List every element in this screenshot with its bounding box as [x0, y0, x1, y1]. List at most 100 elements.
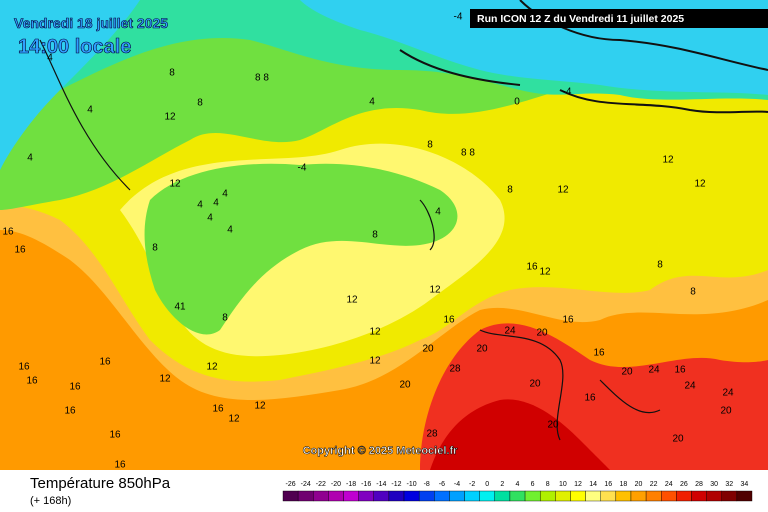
scale-label: 32 — [725, 481, 733, 488]
scale-cell — [434, 490, 450, 502]
contour-label: 8 — [657, 260, 663, 271]
scale-label: 28 — [695, 481, 703, 488]
zone-dark-red — [430, 399, 610, 470]
contour-label: 16 — [14, 245, 26, 256]
scale-cell — [494, 490, 511, 502]
contour-label: 16 — [593, 348, 605, 359]
scale-label: -24 — [301, 481, 311, 488]
contour-label: 12 — [159, 374, 171, 385]
scale-cell — [479, 490, 496, 502]
scale-cell — [600, 490, 617, 502]
contour-label: 8 — [507, 185, 513, 196]
time-label: 14:00 locale — [18, 36, 131, 58]
contour-label: 16 — [114, 460, 126, 471]
contour-label: -4 — [563, 87, 572, 98]
contour-label: 24 — [648, 365, 660, 376]
footer-title: Température 850hPa — [30, 475, 171, 492]
scale-cell — [585, 490, 601, 502]
scale-cell — [615, 490, 632, 502]
color-scale: -26 -24 -22 -20 -18 -16 -14 -12 -10 -8 -6 -4 -2 0 2 4 6 8… — [282, 481, 753, 502]
scale-label: 24 — [665, 481, 673, 488]
scale-label: -2 — [469, 481, 475, 488]
scale-label: -6 — [439, 481, 445, 488]
scale-cell — [509, 490, 526, 502]
contour-label: 12 — [228, 414, 240, 425]
contour-label: 8 — [690, 287, 696, 298]
scale-label: 2 — [500, 481, 504, 488]
scale-cell — [373, 490, 390, 502]
contour-label: 16 — [69, 382, 81, 393]
contour-label: 16 — [99, 357, 111, 368]
contour-label: 16 — [18, 362, 30, 373]
scale-label: -10 — [407, 481, 417, 488]
contour-label: 16 — [64, 406, 76, 417]
contour-label: 20 — [720, 406, 732, 417]
scale-cell — [691, 490, 707, 502]
scale-cell — [388, 490, 405, 502]
scale-cell — [630, 490, 647, 502]
scale-label: -26 — [286, 481, 296, 488]
contour-label: 20 — [399, 380, 411, 391]
scale-label: 16 — [604, 481, 612, 488]
contour-label: 8 8 — [461, 148, 475, 159]
contour-label: 16 — [26, 376, 38, 387]
scale-cell — [282, 490, 299, 502]
date-label: Vendredi 18 juillet 2025 — [14, 15, 168, 31]
contour-label: 4 — [222, 189, 228, 200]
copyright: Copyright © 2025 Meteociel.fr — [303, 445, 459, 457]
scale-label: 14 — [589, 481, 597, 488]
contour-label: 12 — [369, 356, 381, 367]
scale-cell — [570, 490, 586, 502]
contour-label: 8 — [427, 140, 433, 151]
scale-cell — [706, 490, 722, 502]
scale-cell — [358, 490, 374, 502]
contour-label: 8 8 — [255, 73, 269, 84]
zone-cyan-west — [0, 0, 140, 170]
scale-label: 8 — [546, 481, 550, 488]
zone-green-center — [144, 163, 458, 335]
contour-label: -4 — [454, 12, 463, 23]
contour-label: 16 — [562, 315, 574, 326]
contour-label: 12 — [694, 179, 706, 190]
contour-label: 20 — [529, 379, 541, 390]
contour-label: 24 — [684, 381, 696, 392]
scale-label: -12 — [391, 481, 401, 488]
contour-label: 12 — [164, 112, 176, 123]
contour-label: 24 — [504, 326, 516, 337]
contour-label: 12 — [557, 185, 569, 196]
scale-label: -4 — [454, 481, 460, 488]
contour-label: 8 — [372, 230, 378, 241]
coastline — [39, 39, 661, 441]
contour-label: 20 — [536, 328, 548, 339]
contour-label: 16 — [584, 393, 596, 404]
scale-label: 18 — [620, 481, 628, 488]
scale-label: -14 — [376, 481, 386, 488]
contour-label: 4 — [227, 225, 233, 236]
contour-label: 12 — [369, 327, 381, 338]
contour-label: 20 — [621, 367, 633, 378]
scale-label: -18 — [346, 481, 356, 488]
contour-label: 4 — [207, 213, 213, 224]
scale-label: 22 — [650, 481, 658, 488]
contour-label: 4 — [213, 198, 219, 209]
contour-label: 4 — [435, 207, 441, 218]
scale-label: -8 — [424, 481, 430, 488]
run-label: Run ICON 12 Z du Vendredi 11 juillet 202… — [477, 13, 684, 25]
contour-label: 4 — [27, 153, 33, 164]
contour-label: 41 — [174, 302, 186, 313]
contour-label: 8 — [222, 313, 228, 324]
contour-label: 8 — [152, 243, 158, 254]
scale-cell — [645, 490, 662, 502]
scale-label: 12 — [574, 481, 582, 488]
scale-cell — [297, 490, 314, 502]
contour-label: 12 — [429, 285, 441, 296]
contour-label: 20 — [672, 434, 684, 445]
scale-cell — [661, 490, 677, 502]
scale-cell — [464, 490, 480, 502]
footer-lead: (+ 168h) — [30, 495, 71, 507]
contour-label: 12 — [539, 267, 551, 278]
contour-label: 12 — [169, 179, 181, 190]
scale-label: 0 — [485, 481, 489, 488]
